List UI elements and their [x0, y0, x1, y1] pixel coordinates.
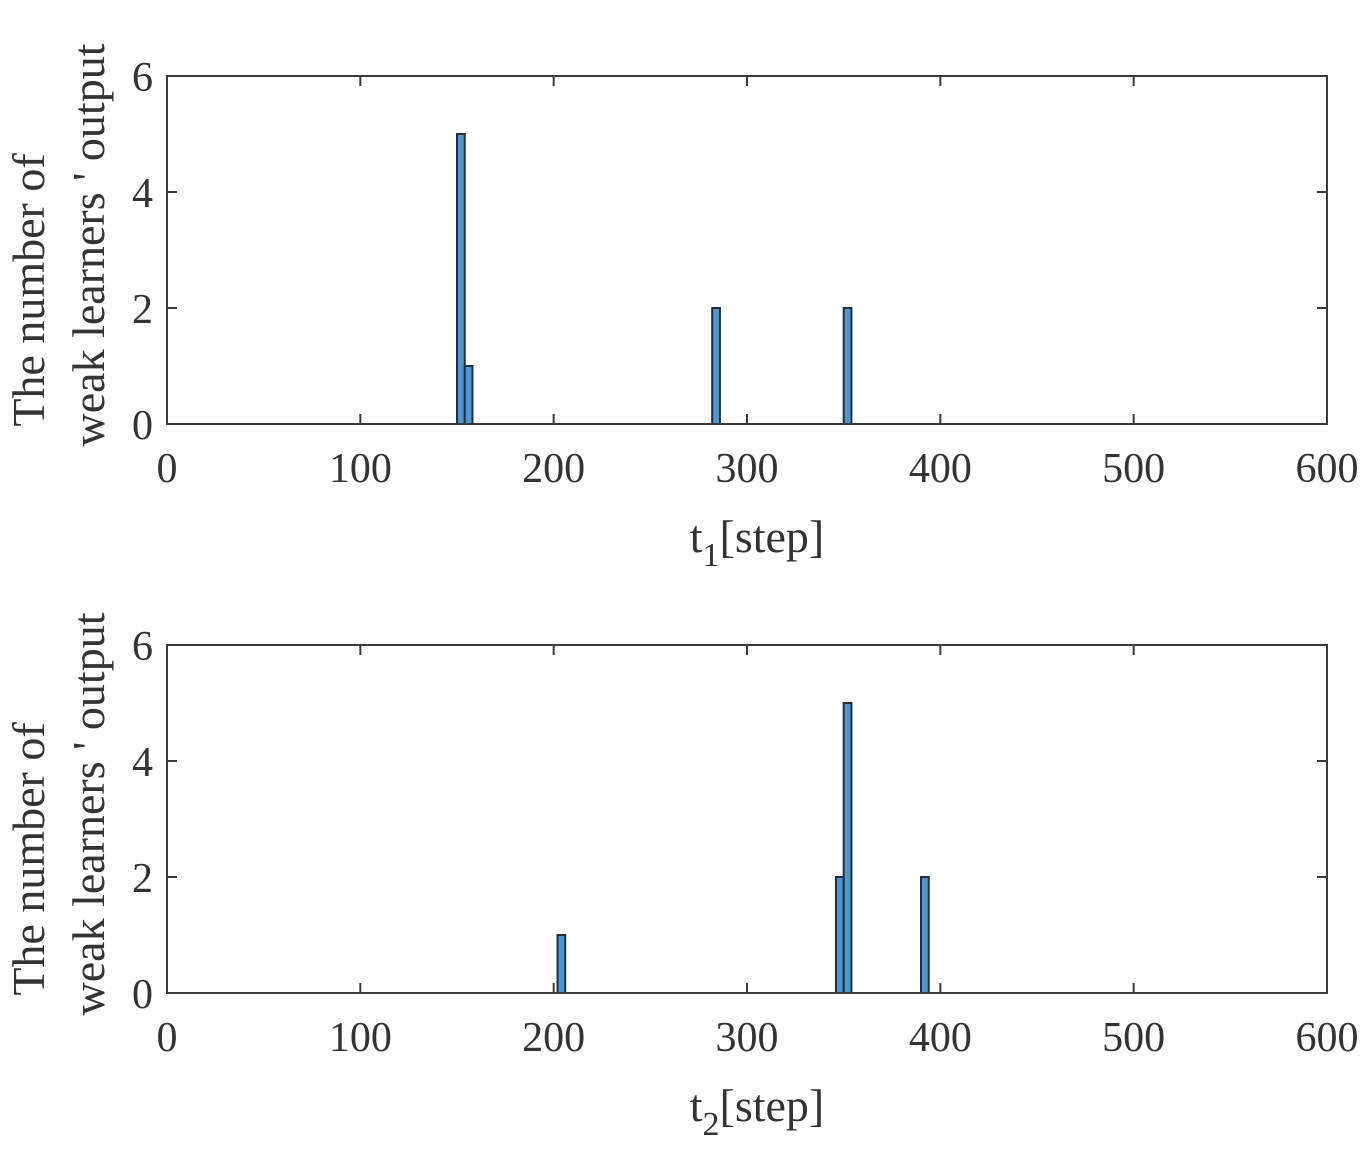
- y-axis-label-line2-top: weak learners ' output: [63, 43, 114, 446]
- x-axis-label-subscript: 2: [703, 1106, 720, 1143]
- x-axis-label-rest: [step]: [720, 511, 825, 562]
- bars-group-top: [456, 133, 853, 425]
- x-tick-label-2: 200: [522, 1015, 585, 1061]
- x-tick-label-0: 0: [157, 446, 178, 492]
- ticks-group-bottom: 0 100 200 300 400 500 600 0 2 4 6: [132, 624, 1359, 1061]
- x-axis-label-subscript: 1: [703, 537, 720, 574]
- y-tick-label-2: 4: [132, 171, 153, 217]
- x-tick-label-4: 400: [909, 446, 972, 492]
- y-tick-label-1: 2: [132, 856, 153, 902]
- x-tick-label-6: 600: [1296, 1015, 1359, 1061]
- y-tick-label-1: 2: [132, 287, 153, 333]
- y-tick-label-3: 6: [132, 624, 153, 670]
- x-axis-label-main: t: [690, 511, 703, 562]
- plot-area-top: [166, 75, 1328, 425]
- x-axis-label-rest: [step]: [720, 1080, 825, 1131]
- x-axis-label-bottom: t2[step]: [690, 1080, 825, 1143]
- y-tick-label-0: 0: [132, 972, 153, 1018]
- x-tick-label-3: 300: [716, 446, 779, 492]
- y-axis-label-line1-top: The number of: [3, 153, 54, 427]
- bar-0: [556, 934, 567, 994]
- bar-2: [842, 702, 853, 994]
- x-tick-label-5: 500: [1102, 1015, 1165, 1061]
- bars-group-bottom: [556, 702, 930, 994]
- bar-3: [920, 876, 930, 994]
- y-axis-label-line2-bottom: weak learners ' output: [63, 612, 114, 1015]
- x-tick-label-6: 600: [1296, 446, 1359, 492]
- bar-1: [834, 876, 845, 994]
- bar-2: [711, 307, 721, 425]
- x-tick-label-1: 100: [329, 1015, 392, 1061]
- x-tick-label-2: 200: [522, 446, 585, 492]
- y-tick-label-3: 6: [132, 55, 153, 101]
- x-tick-label-1: 100: [329, 446, 392, 492]
- x-axis-label-main: t: [690, 1080, 703, 1131]
- plot-area-bottom: [166, 644, 1328, 994]
- x-tick-label-0: 0: [157, 1015, 178, 1061]
- y-axis-label-line1-bottom: The number of: [3, 722, 54, 996]
- y-tick-label-0: 0: [132, 403, 153, 449]
- bar-0: [456, 133, 466, 425]
- ticks-group-top: 0 100 200 300 400 500 600 0 2 4 6: [132, 55, 1359, 492]
- x-tick-label-3: 300: [716, 1015, 779, 1061]
- bar-3: [842, 307, 853, 425]
- bar-1: [463, 365, 474, 425]
- y-tick-label-2: 4: [132, 740, 153, 786]
- x-axis-label-top: t1[step]: [690, 511, 825, 574]
- x-tick-label-5: 500: [1102, 446, 1165, 492]
- subplot-top: 0 100 200 300 400 500 600 0 2 4 6 t1[step] The num…: [3, 43, 1359, 574]
- x-tick-label-4: 400: [909, 1015, 972, 1061]
